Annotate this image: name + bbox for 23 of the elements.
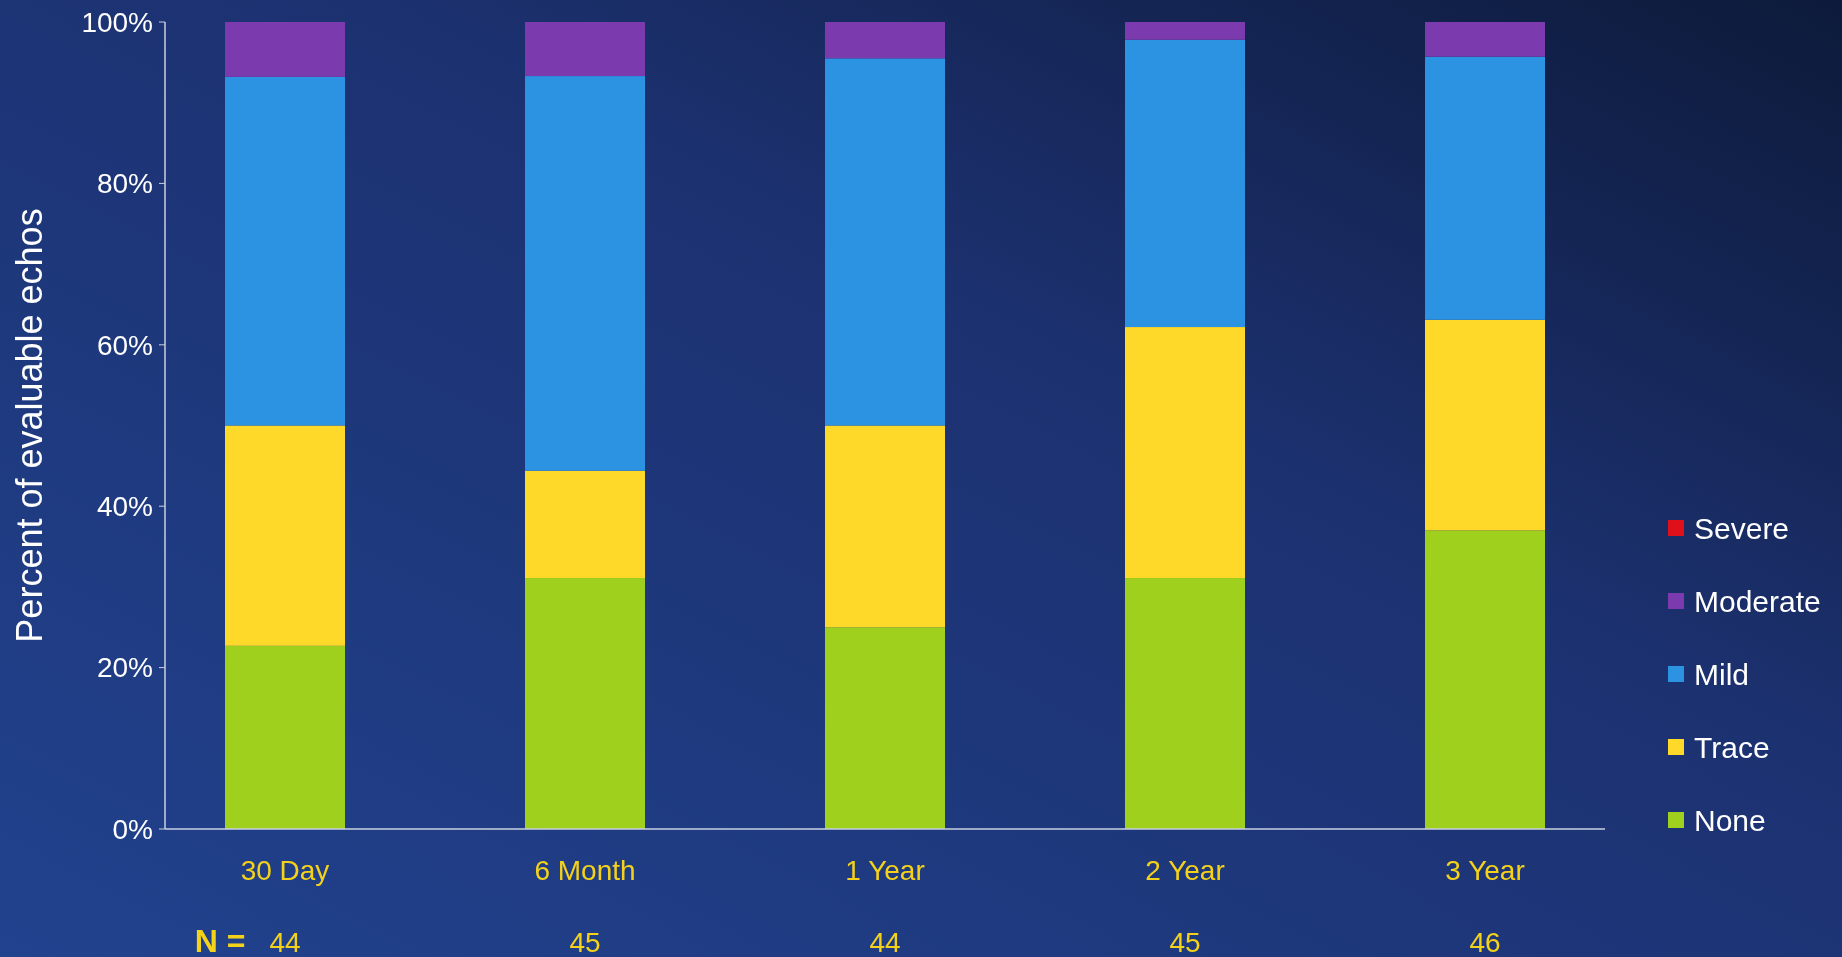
y-tick-label: 80% [96, 168, 153, 200]
text: N = [194, 923, 246, 957]
x-tick-label: 2 Year [1145, 855, 1225, 886]
y-tick-label: 20% [96, 652, 153, 684]
y-axis-title: Percent of evaluable echos [9, 208, 50, 643]
y-tick-label: 40% [96, 491, 153, 522]
legend-label: Mild [1694, 657, 1750, 691]
legend-label: None [1694, 803, 1766, 837]
text: 44 [269, 927, 301, 957]
y-tick-label: 0% [112, 813, 153, 845]
text: 44 [869, 927, 901, 957]
y-tick-label: 100% [81, 6, 153, 38]
y-tick-label: 60% [96, 329, 153, 361]
text: 45 [569, 927, 601, 957]
x-tick-label: 3 Year [1445, 855, 1525, 886]
text: 45 [1169, 927, 1201, 957]
x-tick-label: 30 Day [240, 855, 330, 886]
legend-label: Trace [1694, 730, 1770, 764]
legend-label: Moderate [1694, 584, 1821, 618]
x-tick-label: 1 Year [845, 855, 925, 886]
x-tick-label: 6 Month [534, 855, 636, 886]
legend-label: Severe [1694, 511, 1790, 545]
text: 46 [1469, 927, 1501, 957]
